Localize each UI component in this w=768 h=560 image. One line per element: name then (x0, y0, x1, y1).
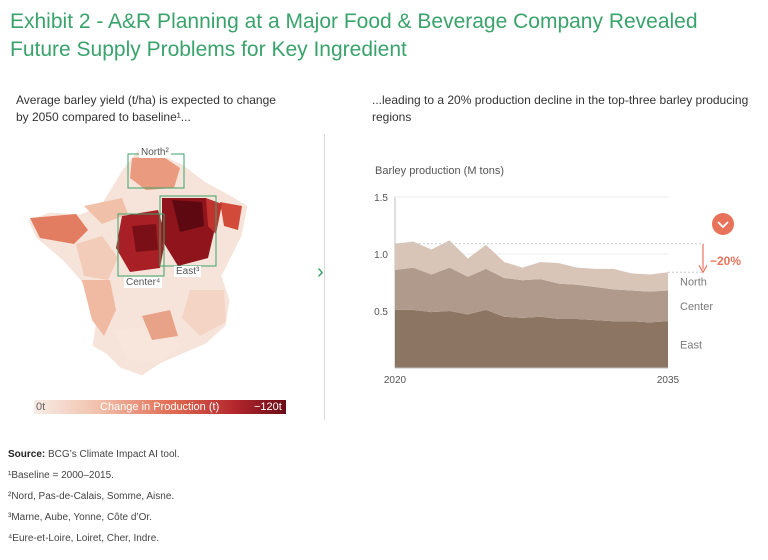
center-region-box (117, 213, 165, 277)
map-subtitle: Average barley yield (t/ha) is expected … (16, 93, 276, 124)
footnotes: Source: BCG’s Climate Impact AI tool. ¹B… (8, 444, 708, 549)
map-region-east-edge (206, 198, 222, 234)
area-center (395, 267, 668, 323)
footnote-4: ⁴Eure-et-Loire, Loiret, Cher, Indre. (8, 533, 160, 544)
chevron-right-icon: › (317, 261, 324, 283)
y-tick-label: 1.5 (374, 193, 388, 204)
y-tick-label: 0.5 (374, 307, 388, 318)
map-region-center-dark (132, 224, 158, 252)
france-map-svg (27, 149, 249, 377)
production-change-scale (34, 400, 286, 414)
y-axis-label: Barley production (M tons) (375, 165, 504, 177)
source-line: Source: BCG’s Climate Impact AI tool. (8, 444, 708, 465)
footnote-2: ²Nord, Pas-de-Calais, Somme, Aisne. (8, 491, 175, 502)
chart-subtitle: ...leading to a 20% production decline i… (372, 93, 749, 124)
area-east (395, 309, 668, 368)
map-region-southwest (82, 280, 116, 336)
map-region-normandy (84, 198, 128, 224)
source-label: Source: (8, 449, 46, 460)
decline-arrow-head (698, 264, 708, 274)
north-region-label: North² (139, 147, 171, 158)
east-region-label: East³ (174, 266, 202, 277)
map-region-brittany (30, 214, 88, 244)
down-icon (712, 213, 734, 235)
barley-production-chart: Barley production (M tons) 0.5 1.0 1.5 East C… (360, 150, 765, 395)
decline-annotation: −20% (710, 254, 741, 268)
panel-divider (324, 134, 325, 420)
area-north (395, 240, 668, 292)
series-label-center: Center (680, 301, 713, 313)
scale-max-label: −120t (254, 401, 282, 413)
series-label-east: East (680, 340, 702, 352)
scale-title: Change in Production (t) (100, 401, 220, 413)
chart-svg: Barley production (M tons) 0.5 1.0 1.5 East C… (374, 165, 741, 386)
footnote-1: ¹Baseline = 2000–2015. (8, 470, 114, 481)
map-region-north (130, 156, 180, 190)
center-region-label: Center⁴ (124, 277, 163, 288)
scale-min-label: 0t (36, 401, 46, 413)
x-tick-label-end: 2035 (657, 375, 680, 386)
map-region-east-dark (172, 200, 204, 232)
map-region-southeast (182, 290, 226, 336)
france-yield-map: North² Center⁴ East³ (10, 140, 310, 390)
map-region-west (76, 236, 118, 280)
exhibit-title: Exhibit 2 - A&R Planning at a Major Food… (10, 10, 698, 61)
chevron-down-icon (717, 221, 729, 229)
series-label-north: North (680, 276, 707, 288)
y-tick-label: 1.0 (374, 250, 388, 261)
source-text: BCG’s Climate Impact AI tool. (45, 449, 180, 460)
map-region-massif (142, 310, 178, 340)
map-region-alsace (220, 202, 242, 230)
x-tick-label-start: 2020 (384, 375, 407, 386)
footnote-3: ³Marne, Aube, Yonne, Côte d’Or. (8, 512, 152, 523)
